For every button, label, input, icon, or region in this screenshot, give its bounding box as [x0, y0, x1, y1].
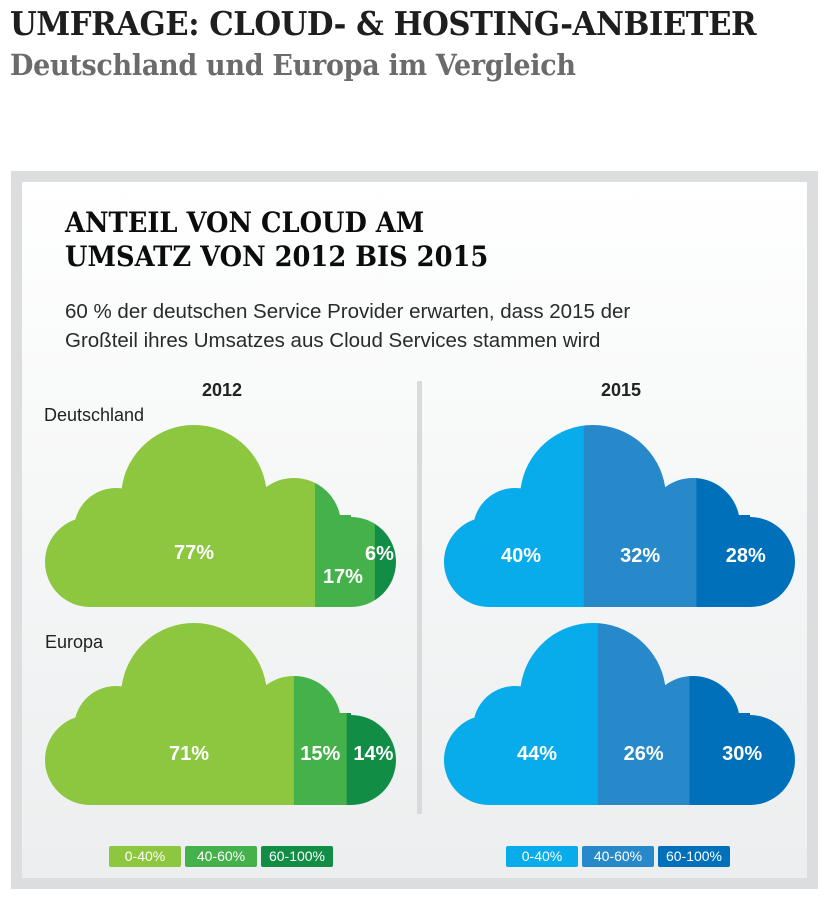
chart-title-line-2: UMSATZ VON 2012 BIS 2015 [65, 240, 489, 273]
chart-title-line-1: ANTEIL VON CLOUD AM [65, 206, 425, 239]
year-label-2015: 2015 [600, 380, 642, 400]
cloud-segment-0-40% [45, 425, 316, 607]
data-label: 26% [624, 743, 664, 765]
data-label: 28% [726, 545, 766, 567]
data-label: 77% [174, 542, 214, 564]
legend-2015: 0-40% 40-60% 60-100% [506, 846, 730, 867]
data-label: 6% [365, 543, 394, 565]
cloud-segment-40-60% [583, 425, 697, 607]
cloud-segment-0-40% [444, 623, 599, 805]
legend-item-0-40pct: 0-40% [109, 846, 181, 867]
cloud-segment-40-60% [293, 623, 348, 805]
data-label: 17% [323, 566, 363, 588]
data-label: 32% [620, 545, 660, 567]
page-title: UMFRAGE: CLOUD- & HOSTING-ANBIETER [10, 4, 757, 43]
infographic-frame: ANTEIL VON CLOUD AM UMSATZ VON 2012 BIS … [11, 171, 818, 889]
cloud-2012-europa: 71% 15% 14% [45, 623, 396, 805]
description-line-1: 60 % der deutschen Service Provider erwa… [65, 300, 631, 323]
legend-item-60-100pct: 60-100% [261, 846, 333, 867]
cloud-segment-60-100% [689, 623, 795, 805]
cloud-charts: 77% 17%6% 71% 15% 14% 40% 32% 28% 44% 26% 30% [45, 425, 795, 805]
data-label: 14% [353, 743, 393, 765]
data-label: 30% [722, 743, 762, 765]
region-label-europa: Europa [45, 632, 104, 652]
legend-item-0-40pct: 0-40% [506, 846, 578, 867]
page-subtitle: Deutschland und Europa im Vergleich [10, 48, 576, 82]
cloud-2015-europa: 44% 26% 30% [444, 623, 795, 805]
data-label: 15% [300, 743, 340, 765]
cloud-2015-deutschland: 40% 32% 28% [444, 425, 795, 607]
data-label: 71% [169, 743, 209, 765]
legend-2012: 0-40% 40-60% 60-100% [109, 846, 333, 867]
chart-description: 60 % der deutschen Service Provider erwa… [65, 297, 630, 355]
description-line-2: Großteil ihres Umsatzes aus Cloud Servic… [65, 329, 601, 352]
column-divider [417, 381, 422, 814]
cloud-segment-40-60% [597, 623, 690, 805]
cloud-segment-0-40% [444, 425, 585, 607]
legend-item-40-60pct: 40-60% [582, 846, 654, 867]
data-label: 44% [517, 743, 557, 765]
year-label-2012: 2012 [201, 380, 243, 400]
cloud-segment-60-100% [696, 425, 795, 607]
legend-item-40-60pct: 40-60% [185, 846, 257, 867]
chart-title: ANTEIL VON CLOUD AM UMSATZ VON 2012 BIS … [65, 206, 488, 274]
region-label-deutschland: Deutschland [44, 405, 145, 425]
legend-item-60-100pct: 60-100% [658, 846, 730, 867]
cloud-segment-0-40% [45, 623, 295, 805]
cloud-segment-60-100% [346, 623, 396, 805]
cloud-segment-60-100% [374, 425, 396, 607]
data-label: 40% [501, 545, 541, 567]
infographic-panel: ANTEIL VON CLOUD AM UMSATZ VON 2012 BIS … [22, 182, 807, 878]
cloud-2012-deutschland: 77% 17%6% [45, 425, 396, 607]
